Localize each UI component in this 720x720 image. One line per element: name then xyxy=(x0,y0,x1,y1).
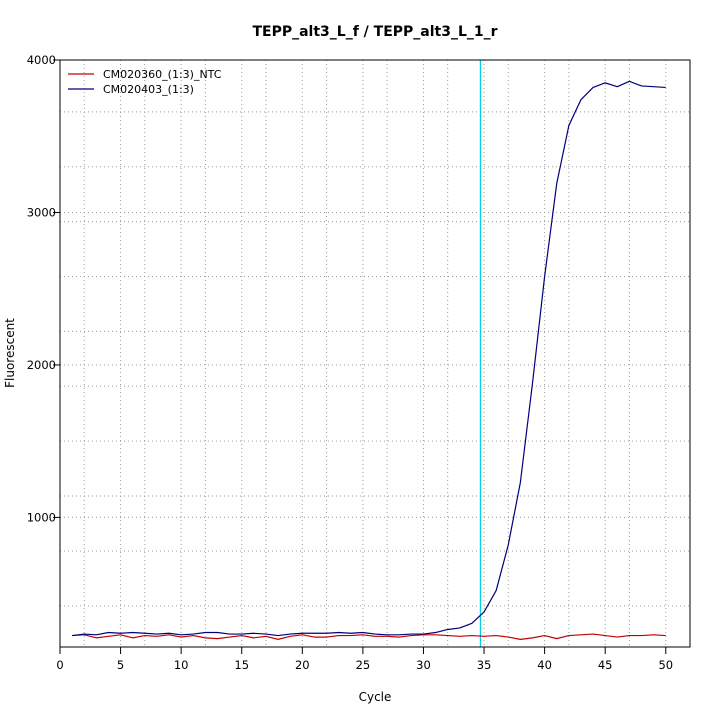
legend-label-1: CM020360_(1:3)_NTC xyxy=(103,68,222,81)
x-tick-label: 5 xyxy=(117,658,124,672)
x-axis-label: Cycle xyxy=(359,690,392,704)
series-line-2 xyxy=(72,80,666,637)
series-line-1 xyxy=(72,633,666,640)
x-tick-label: 25 xyxy=(356,658,371,672)
grid xyxy=(60,60,690,647)
x-tick-label: 15 xyxy=(234,658,249,672)
y-axis-label: Fluorescent xyxy=(3,318,17,388)
x-tick-label: 40 xyxy=(537,658,552,672)
legend-label-2: CM020403_(1:3) xyxy=(103,83,194,96)
legend: CM020360_(1:3)_NTC CM020403_(1:3) xyxy=(68,68,222,96)
chart-title: TEPP_alt3_L_f / TEPP_alt3_L_1_r xyxy=(252,24,497,40)
series-layer xyxy=(72,80,666,640)
x-tick-label: 0 xyxy=(56,658,63,672)
y-tick-label: 4000 xyxy=(27,53,56,67)
y-tick-label: 2000 xyxy=(27,358,56,372)
y-tick-label: 3000 xyxy=(27,205,56,219)
x-tick-label: 50 xyxy=(658,658,673,672)
x-tick-label: 45 xyxy=(598,658,613,672)
y-tick-label: 1000 xyxy=(27,510,56,524)
x-tick-label: 20 xyxy=(295,658,310,672)
x-tick-label: 30 xyxy=(416,658,431,672)
plot-frame xyxy=(59,59,691,648)
axes: 0 5 10 15 20 25 30 35 40 45 50 1000 2000 3000 4000 xyxy=(27,53,673,672)
x-tick-label: 35 xyxy=(477,658,492,672)
x-tick-label: 10 xyxy=(174,658,189,672)
